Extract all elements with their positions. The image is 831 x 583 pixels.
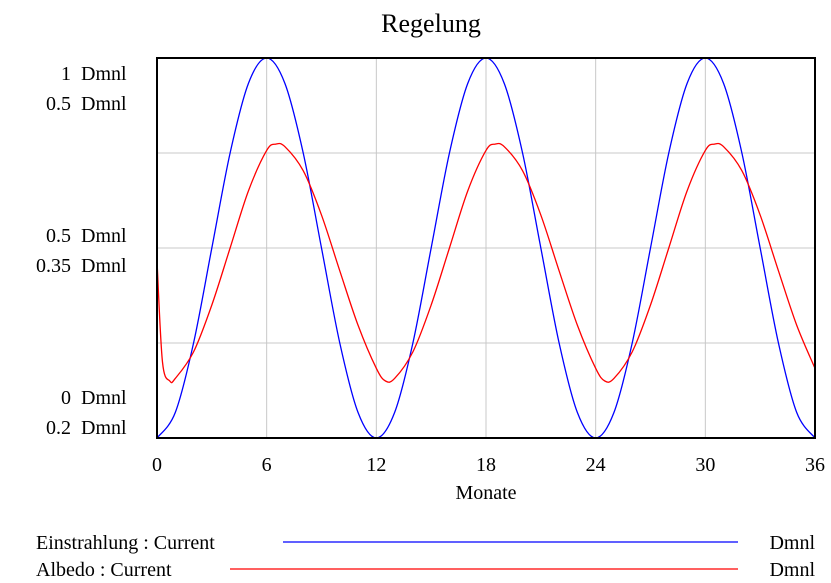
- chart-title: Regelung: [381, 9, 481, 38]
- y-unit-einstrahlung-top: Dmnl: [81, 63, 127, 85]
- y-tick-einstrahlung-mid: 0.5: [46, 225, 71, 247]
- grid: [157, 58, 815, 438]
- legend-unit-albedo: Dmnl: [769, 559, 815, 581]
- legend-label-einstrahlung: Einstrahlung : Current: [36, 532, 215, 554]
- legend-label-albedo: Albedo : Current: [36, 559, 172, 581]
- x-axis-title: Monate: [455, 482, 516, 504]
- y-tick-albedo-mid: 0.35: [36, 255, 71, 277]
- series-line-albedo: [156, 142, 816, 384]
- y-tick-albedo-top: 0.5: [46, 93, 71, 115]
- x-tick-label: 18: [476, 454, 496, 476]
- y-unit-einstrahlung-bottom: Dmnl: [81, 387, 127, 409]
- x-tick-label: 24: [586, 454, 606, 476]
- legend-unit-einstrahlung: Dmnl: [769, 532, 815, 554]
- y-unit-albedo-top: Dmnl: [81, 93, 127, 115]
- x-tick-label: 12: [366, 454, 386, 476]
- plot-frame: [156, 57, 816, 439]
- y-tick-einstrahlung-top: 1: [61, 63, 71, 85]
- y-unit-einstrahlung-mid: Dmnl: [81, 225, 127, 247]
- x-tick-label: 6: [262, 454, 272, 476]
- x-axis-labels: 0 6 12 18 24 30 36: [152, 454, 825, 476]
- x-tick-label: 0: [152, 454, 162, 476]
- y-unit-albedo-bottom: Dmnl: [81, 417, 127, 439]
- y-axis-labels: 1 Dmnl 0.5 Dmnl 0.5 Dmnl 0.35 Dmnl 0 Dmn…: [36, 63, 127, 439]
- y-tick-albedo-bottom: 0.2: [46, 417, 71, 439]
- y-unit-albedo-mid: Dmnl: [81, 255, 127, 277]
- x-tick-label: 30: [695, 454, 715, 476]
- x-tick-label: 36: [805, 454, 825, 476]
- legend: Einstrahlung : Current Dmnl Albedo : Cur…: [36, 532, 815, 581]
- y-tick-einstrahlung-bottom: 0: [61, 387, 71, 409]
